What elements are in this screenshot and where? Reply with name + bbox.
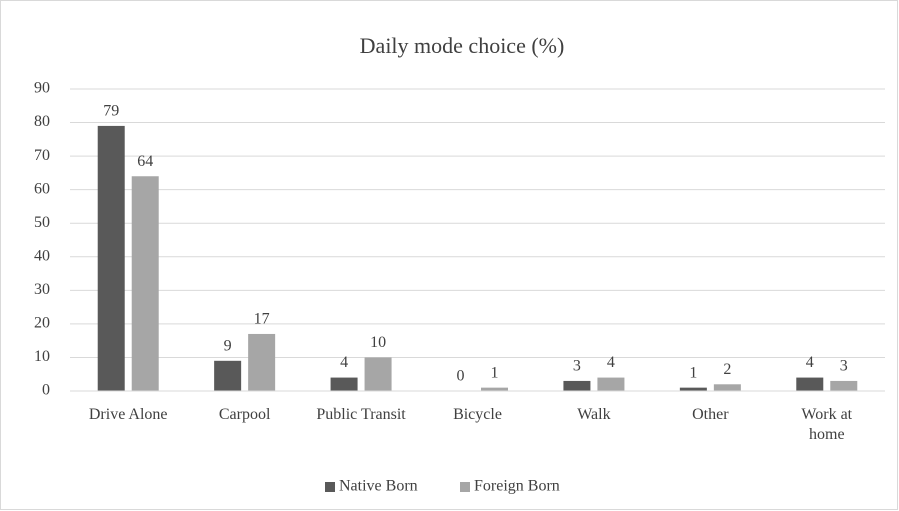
y-tick-label: 40 bbox=[34, 247, 50, 264]
data-label: 4 bbox=[806, 354, 814, 371]
data-label: 10 bbox=[370, 334, 386, 351]
bar bbox=[679, 387, 707, 391]
data-label: 64 bbox=[137, 153, 153, 170]
bar bbox=[248, 333, 276, 391]
legend-label: Foreign Born bbox=[474, 478, 560, 495]
data-label: 4 bbox=[340, 354, 348, 371]
legend-swatch bbox=[460, 482, 470, 492]
x-tick-label: Walk bbox=[577, 406, 611, 423]
y-tick-label: 10 bbox=[34, 348, 50, 365]
bar bbox=[796, 377, 824, 391]
data-label: 17 bbox=[254, 311, 270, 328]
y-tick-label: 0 bbox=[42, 382, 50, 399]
data-label: 4 bbox=[607, 354, 615, 371]
y-tick-label: 50 bbox=[34, 214, 50, 231]
data-label: 1 bbox=[491, 364, 499, 381]
bar bbox=[214, 360, 242, 391]
y-tick-label: 60 bbox=[34, 180, 50, 197]
bar bbox=[330, 377, 358, 391]
bar bbox=[97, 125, 125, 392]
chart-title: Daily mode choice (%) bbox=[360, 33, 565, 58]
y-tick-label: 20 bbox=[34, 315, 50, 332]
y-tick-label: 30 bbox=[34, 281, 50, 298]
x-tick-label: Carpool bbox=[218, 406, 271, 423]
bar bbox=[597, 377, 625, 391]
bar bbox=[364, 357, 392, 391]
data-label: 0 bbox=[457, 368, 465, 385]
y-tick-label: 90 bbox=[34, 80, 50, 97]
legend-label: Native Born bbox=[339, 478, 418, 495]
bar bbox=[830, 380, 858, 391]
bar bbox=[713, 384, 741, 391]
bar bbox=[481, 387, 508, 391]
y-tick-label: 80 bbox=[34, 113, 50, 130]
data-label: 3 bbox=[840, 358, 848, 375]
data-label: 9 bbox=[224, 337, 232, 354]
x-tick-label: Drive Alone bbox=[88, 406, 168, 423]
y-tick-label: 70 bbox=[34, 147, 50, 164]
bar bbox=[563, 380, 591, 391]
data-label: 2 bbox=[723, 361, 731, 378]
data-label: 1 bbox=[689, 364, 697, 381]
data-label: 3 bbox=[573, 358, 581, 375]
data-label: 79 bbox=[103, 103, 119, 120]
x-tick-label: Work at home bbox=[801, 406, 853, 443]
x-tick-label: Other bbox=[692, 406, 729, 423]
legend-swatch bbox=[325, 482, 335, 492]
bar bbox=[131, 176, 159, 391]
x-tick-label: Bicycle bbox=[453, 406, 502, 423]
x-tick-label: Public Transit bbox=[316, 406, 406, 423]
